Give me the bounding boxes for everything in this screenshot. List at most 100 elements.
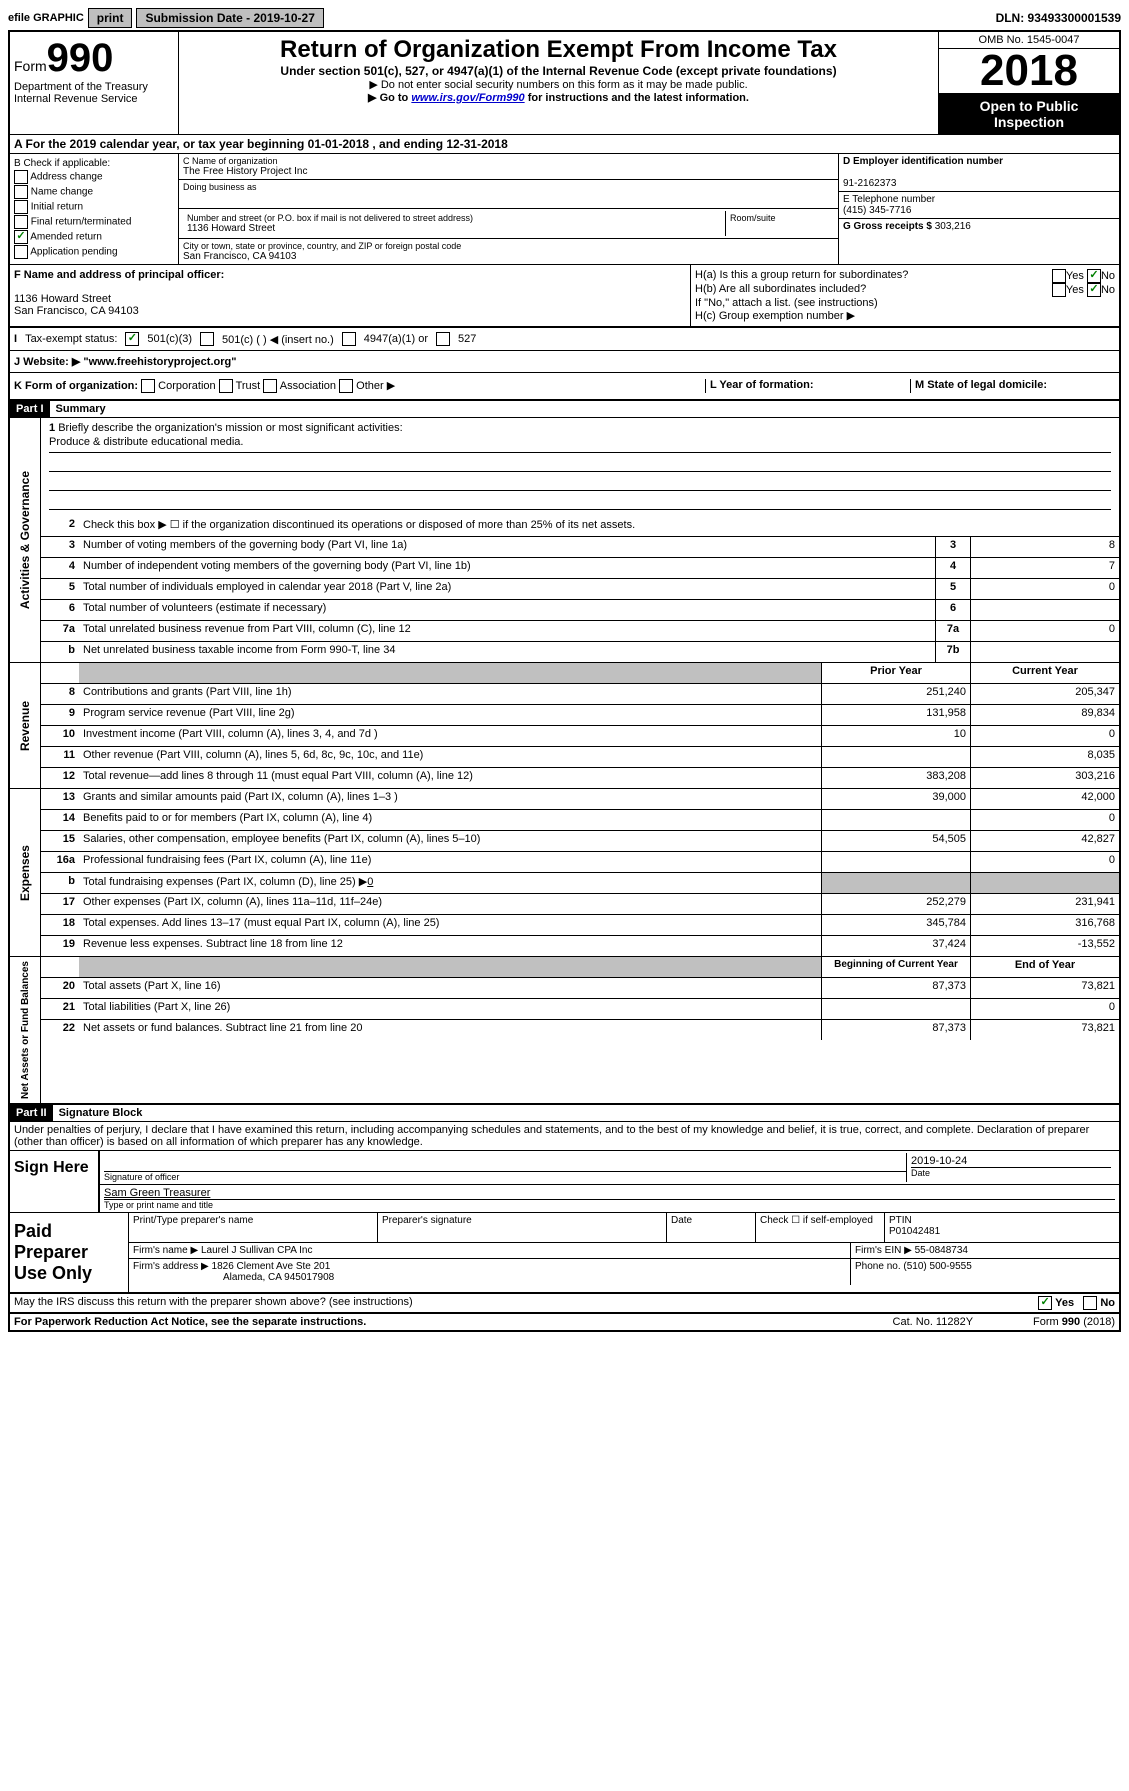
dln: DLN: 93493300001539 bbox=[996, 11, 1121, 25]
irs-link[interactable]: www.irs.gov/Form990 bbox=[411, 92, 524, 104]
part2-header: Part II Signature Block bbox=[10, 1105, 1119, 1122]
val-l4: 7 bbox=[970, 558, 1119, 578]
chk-assoc[interactable] bbox=[263, 379, 277, 393]
gross-receipts: 303,216 bbox=[935, 221, 971, 232]
chk-initial[interactable] bbox=[14, 200, 28, 214]
website: "www.freehistoryproject.org" bbox=[83, 356, 236, 368]
ptin: P01042481 bbox=[889, 1226, 1115, 1237]
ein: 91-2162373 bbox=[843, 178, 896, 189]
form-number: 990 bbox=[47, 36, 114, 80]
val-l12p: 383,208 bbox=[821, 768, 970, 788]
val-l9p: 131,958 bbox=[821, 705, 970, 725]
val-l10p: 10 bbox=[821, 726, 970, 746]
chk-ha-yes[interactable] bbox=[1052, 269, 1066, 283]
street-address: 1136 Howard Street bbox=[187, 223, 721, 234]
val-l7b bbox=[970, 642, 1119, 662]
val-l18c: 316,768 bbox=[970, 915, 1119, 935]
chk-ha-no[interactable] bbox=[1087, 269, 1101, 283]
revenue-section: Revenue Prior YearCurrent Year 8Contribu… bbox=[10, 663, 1119, 789]
firm-ein: 55-0848734 bbox=[915, 1245, 968, 1256]
val-l5: 0 bbox=[970, 579, 1119, 599]
chk-other[interactable] bbox=[339, 379, 353, 393]
phone: (415) 345-7716 bbox=[843, 205, 911, 216]
val-l17c: 231,941 bbox=[970, 894, 1119, 914]
col-h: H(a) Is this a group return for subordin… bbox=[690, 265, 1119, 326]
val-l16ac: 0 bbox=[970, 852, 1119, 872]
row-fh: F Name and address of principal officer:… bbox=[10, 265, 1119, 327]
chk-discuss-yes[interactable] bbox=[1038, 1296, 1052, 1310]
val-l22c: 73,821 bbox=[970, 1020, 1119, 1040]
row-i: I Tax-exempt status: 501(c)(3) 501(c) ( … bbox=[10, 327, 1119, 351]
chk-app[interactable] bbox=[14, 245, 28, 259]
chk-hb-no[interactable] bbox=[1087, 283, 1101, 297]
val-l16ap bbox=[821, 852, 970, 872]
val-l14c: 0 bbox=[970, 810, 1119, 830]
efile-label: efile GRAPHIC bbox=[8, 12, 84, 24]
val-l6 bbox=[970, 600, 1119, 620]
section-a: A For the 2019 calendar year, or tax yea… bbox=[10, 135, 1119, 154]
val-l15c: 42,827 bbox=[970, 831, 1119, 851]
open-public: Open to Public Inspection bbox=[939, 94, 1119, 134]
val-l12c: 303,216 bbox=[970, 768, 1119, 788]
chk-trust[interactable] bbox=[219, 379, 233, 393]
chk-hb-yes[interactable] bbox=[1052, 283, 1066, 297]
val-l14p bbox=[821, 810, 970, 830]
val-l18p: 345,784 bbox=[821, 915, 970, 935]
val-l8p: 251,240 bbox=[821, 684, 970, 704]
chk-final[interactable] bbox=[14, 215, 28, 229]
net-assets-section: Net Assets or Fund Balances Beginning of… bbox=[10, 957, 1119, 1105]
firm-name: Laurel J Sullivan CPA Inc bbox=[201, 1245, 313, 1256]
form-container: Form990 Department of the Treasury Inter… bbox=[8, 30, 1121, 1332]
col-d: D Employer identification number 91-2162… bbox=[838, 154, 1119, 264]
form-title: Return of Organization Exempt From Incom… bbox=[187, 36, 930, 64]
city-state-zip: San Francisco, CA 94103 bbox=[183, 251, 834, 262]
val-l19c: -13,552 bbox=[970, 936, 1119, 956]
chk-501c3[interactable] bbox=[125, 332, 139, 346]
val-l21p bbox=[821, 999, 970, 1019]
chk-amended[interactable] bbox=[14, 230, 28, 244]
val-l20c: 73,821 bbox=[970, 978, 1119, 998]
chk-501c[interactable] bbox=[200, 332, 214, 346]
firm-phone: (510) 500-9555 bbox=[903, 1261, 971, 1272]
val-l11p bbox=[821, 747, 970, 767]
row-j: J Website: ▶ "www.freehistoryproject.org… bbox=[10, 351, 1119, 373]
tax-year: 2018 bbox=[939, 49, 1119, 94]
form-subtitle: Under section 501(c), 527, or 4947(a)(1)… bbox=[187, 64, 930, 78]
dept-label: Department of the Treasury Internal Reve… bbox=[14, 81, 174, 105]
form-label: Form bbox=[14, 58, 47, 74]
chk-name[interactable] bbox=[14, 185, 28, 199]
val-l20p: 87,373 bbox=[821, 978, 970, 998]
val-l15p: 54,505 bbox=[821, 831, 970, 851]
sign-here: Sign Here Signature of officer 2019-10-2… bbox=[10, 1151, 1119, 1213]
footer: For Paperwork Reduction Act Notice, see … bbox=[10, 1314, 1119, 1330]
chk-4947[interactable] bbox=[342, 332, 356, 346]
chk-527[interactable] bbox=[436, 332, 450, 346]
val-l7a: 0 bbox=[970, 621, 1119, 641]
submission-date: Submission Date - 2019-10-27 bbox=[136, 8, 323, 28]
chk-address[interactable] bbox=[14, 170, 28, 184]
paid-preparer: Paid Preparer Use Only Print/Type prepar… bbox=[10, 1213, 1119, 1294]
chk-discuss-no[interactable] bbox=[1083, 1296, 1097, 1310]
val-l10c: 0 bbox=[970, 726, 1119, 746]
expenses-section: Expenses 13Grants and similar amounts pa… bbox=[10, 789, 1119, 957]
val-l17p: 252,279 bbox=[821, 894, 970, 914]
firm-addr1: 1826 Clement Ave Ste 201 bbox=[212, 1261, 331, 1272]
col-c: C Name of organization The Free History … bbox=[179, 154, 838, 264]
sig-date: 2019-10-24 bbox=[911, 1155, 1111, 1167]
val-l13c: 42,000 bbox=[970, 789, 1119, 809]
chk-corp[interactable] bbox=[141, 379, 155, 393]
mission-text: Produce & distribute educational media. bbox=[49, 436, 1111, 453]
officer-name: Sam Green Treasurer bbox=[104, 1187, 1115, 1199]
org-name: The Free History Project Inc bbox=[183, 166, 834, 177]
val-l21c: 0 bbox=[970, 999, 1119, 1019]
val-l8c: 205,347 bbox=[970, 684, 1119, 704]
row-k: K Form of organization: Corporation Trus… bbox=[10, 373, 1119, 401]
val-l11c: 8,035 bbox=[970, 747, 1119, 767]
val-l13p: 39,000 bbox=[821, 789, 970, 809]
activities-governance: Activities & Governance 1 Briefly descri… bbox=[10, 418, 1119, 663]
instr-link: ▶ Go to www.irs.gov/Form990 for instruct… bbox=[187, 91, 930, 104]
col-f: F Name and address of principal officer:… bbox=[10, 265, 690, 326]
val-l9c: 89,834 bbox=[970, 705, 1119, 725]
discuss-row: May the IRS discuss this return with the… bbox=[10, 1294, 1119, 1314]
print-button[interactable]: print bbox=[88, 8, 133, 28]
